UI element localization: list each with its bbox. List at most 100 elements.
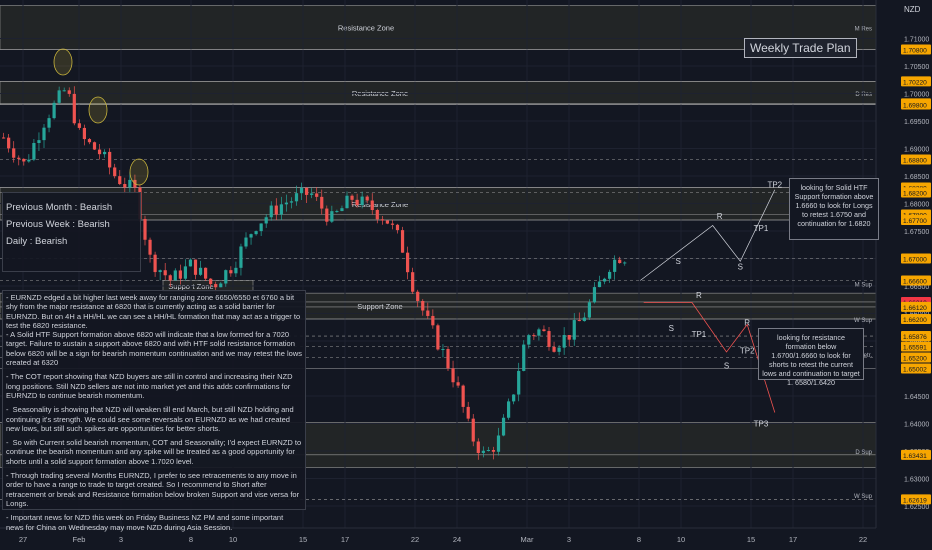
analysis-paragraph-3: - Seasonality is showing that NZD will w… — [6, 405, 296, 433]
x-tick-14: 17 — [789, 535, 797, 544]
candle-body-25 — [128, 179, 132, 188]
candle-body-71 — [360, 196, 364, 206]
path-label-10: S — [724, 362, 729, 371]
candle-body-12 — [62, 90, 66, 92]
short-idea-note: looking for resistance formation below 1… — [758, 328, 864, 387]
candle-body-52 — [264, 217, 268, 224]
bias-daily: Daily : Bearish — [6, 236, 68, 247]
y-tick-5: 1.68500 — [904, 174, 929, 181]
candle-body-43 — [219, 283, 223, 288]
x-tick-5: 15 — [299, 535, 307, 544]
candle-body-111 — [562, 335, 566, 348]
candle-body-78 — [395, 224, 400, 231]
candle-body-54 — [274, 205, 278, 215]
candle-body-76 — [385, 220, 389, 224]
candle-body-20 — [103, 151, 107, 155]
y-tick-7: 1.67500 — [904, 229, 929, 236]
level-label-10: 1.66600 — [903, 279, 927, 286]
candle-body-15 — [77, 123, 81, 128]
price-axis[interactable]: NZD 1.71000 1.70500 1.70000 1.69500 1.69000 1… — [875, 0, 932, 528]
level-tag-3 — [901, 99, 931, 110]
zone-label-3: Support Zone — [357, 302, 402, 311]
level-tag-14 — [901, 331, 931, 342]
y-tick-16: 1.63000 — [904, 477, 929, 484]
zone-label-2: Resistance Zone — [352, 200, 408, 209]
swing-highlight-0 — [53, 48, 73, 76]
candle-body-106 — [537, 329, 541, 336]
candles-layer — [2, 86, 627, 460]
candle-body-64 — [325, 208, 329, 222]
candle-body-72 — [365, 196, 369, 201]
candle-body-17 — [87, 139, 92, 143]
candle-body-94 — [476, 441, 480, 453]
candle-body-115 — [582, 317, 586, 322]
y-tick-1: 1.70500 — [904, 64, 929, 71]
candle-body-89 — [451, 368, 455, 383]
candle-body-38 — [193, 259, 198, 275]
bias-box: Previous Month : Bearish Previous Week :… — [2, 192, 141, 272]
side-tag-3: D Sup — [855, 450, 872, 456]
level-label-18: 1.63431 — [903, 453, 927, 460]
candle-body-55 — [279, 204, 283, 215]
candle-body-62 — [315, 193, 319, 197]
path-label-3: S — [676, 257, 681, 266]
level-label-4: 1.68800 — [903, 158, 927, 165]
zone-0 — [0, 5, 877, 50]
candle-body-74 — [375, 209, 379, 220]
candle-body-0 — [2, 137, 6, 139]
candle-body-1 — [7, 137, 11, 149]
candle-body-103 — [522, 344, 526, 371]
candle-body-49 — [249, 234, 253, 238]
candle-body-39 — [198, 267, 203, 275]
level-tag-19 — [901, 494, 931, 505]
y-tick-4: 1.69000 — [904, 147, 929, 154]
candle-body-30 — [153, 254, 157, 273]
candle-body-98 — [496, 435, 501, 452]
candle-body-92 — [466, 406, 470, 419]
time-axis[interactable]: 27 Feb 3 8 10 15 17 22 24 Mar 3 8 10 15 17 22 — [0, 527, 932, 550]
candle-body-68 — [345, 195, 349, 209]
path-label-9: TP2 — [740, 347, 755, 356]
path-label-4: S — [738, 263, 743, 272]
candle-body-53 — [269, 205, 273, 218]
candle-body-3 — [17, 157, 21, 159]
level-label-8: 1.67700 — [903, 218, 927, 225]
level-label-12: 1.66120 — [903, 305, 927, 312]
candle-body-57 — [289, 201, 294, 203]
candle-body-95 — [481, 450, 485, 453]
candle-body-100 — [507, 401, 511, 418]
candle-body-121 — [613, 259, 617, 272]
x-tick-1: Feb — [73, 535, 86, 544]
candle-body-112 — [567, 335, 571, 340]
level-label-13: 1.66200 — [903, 317, 927, 324]
candle-body-50 — [254, 231, 258, 235]
candle-body-5 — [27, 159, 31, 162]
candle-body-35 — [178, 270, 182, 279]
candle-body-117 — [592, 287, 597, 303]
candle-body-13 — [67, 90, 71, 94]
candle-body-101 — [512, 394, 516, 402]
candle-body-119 — [602, 278, 607, 282]
swing-highlight-2 — [129, 158, 149, 186]
candle-body-56 — [284, 202, 288, 205]
analysis-paragraph-4: - So with Current solid bearish momentum… — [6, 438, 304, 466]
level-tag-0 — [901, 44, 931, 55]
candle-body-85 — [431, 315, 435, 326]
candle-body-6 — [32, 142, 36, 160]
candle-body-48 — [244, 237, 248, 247]
candle-body-37 — [188, 259, 193, 267]
level-label-9: 1.67000 — [903, 257, 927, 264]
candle-body-8 — [42, 127, 46, 141]
level-tag-8 — [901, 215, 931, 225]
candle-body-96 — [486, 450, 490, 452]
currency-label: NZD — [904, 5, 921, 14]
level-tag-13 — [901, 314, 931, 324]
level-tag-17 — [901, 363, 931, 374]
analysis-paragraph-5: - Through trading several Months EURNZD,… — [6, 471, 302, 508]
level-label-6: 1.68200 — [903, 191, 927, 198]
candle-body-36 — [183, 266, 187, 279]
candle-body-31 — [158, 270, 162, 273]
y-tick-6: 1.68000 — [904, 202, 929, 209]
x-tick-15: 22 — [859, 535, 867, 544]
level-tag-10 — [901, 275, 931, 286]
